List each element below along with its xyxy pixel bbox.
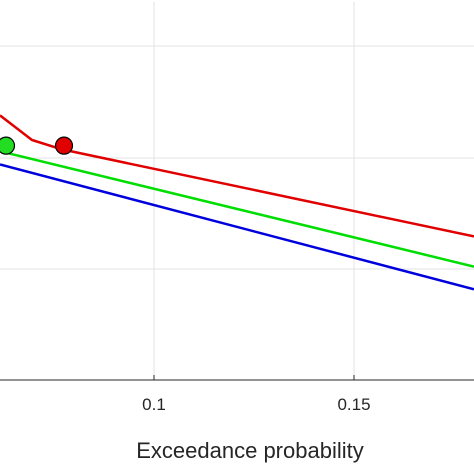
marker-layer — [0, 136, 74, 155]
grid — [0, 2, 474, 380]
series-marker-1 — [0, 136, 16, 155]
series-line-1 — [7, 151, 474, 268]
series-line-0 — [0, 114, 474, 238]
x-tick-label-0: 0.1 — [142, 395, 166, 414]
x-axis-label: Exceedance probability — [136, 438, 363, 463]
axes — [0, 375, 474, 381]
series-layer — [0, 114, 474, 291]
x-tick-label-1: 0.15 — [337, 395, 370, 414]
tick-labels: 0.1 0.15 — [142, 395, 370, 414]
series-line-2 — [0, 163, 474, 291]
series-marker-0 — [54, 136, 74, 155]
